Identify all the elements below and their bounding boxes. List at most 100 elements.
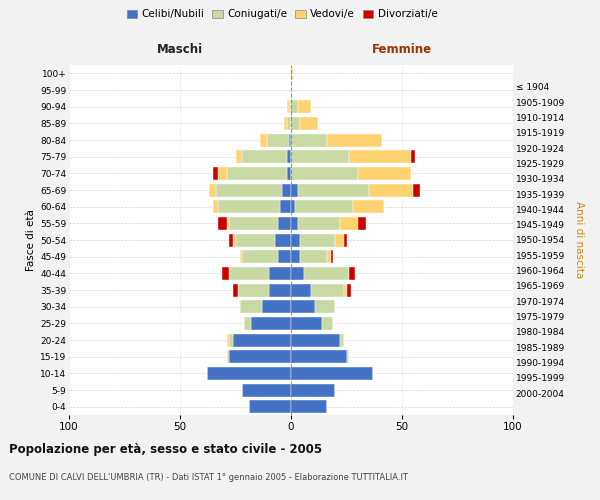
Bar — [291, 184, 298, 196]
Bar — [291, 284, 311, 296]
Bar — [233, 234, 235, 246]
Bar — [218, 200, 280, 213]
Bar — [278, 217, 291, 230]
Legend: Celibi/Nubili, Coniugati/e, Vedovi/e, Divorziati/e: Celibi/Nubili, Coniugati/e, Vedovi/e, Di… — [122, 5, 442, 24]
Bar — [229, 350, 291, 363]
Bar — [344, 284, 347, 296]
Bar — [240, 300, 262, 313]
Bar — [331, 250, 333, 263]
Bar — [291, 100, 298, 113]
Bar — [229, 217, 278, 230]
Bar — [215, 184, 282, 196]
Bar — [291, 117, 300, 130]
Bar — [300, 234, 335, 246]
Bar — [298, 100, 311, 113]
Bar — [368, 184, 413, 196]
Bar — [242, 384, 291, 396]
Bar — [291, 367, 373, 380]
Bar — [353, 200, 384, 213]
Bar — [291, 384, 335, 396]
Bar — [291, 400, 326, 413]
Bar — [340, 334, 344, 346]
Bar — [229, 267, 269, 280]
Bar — [291, 300, 316, 313]
Bar — [287, 117, 291, 130]
Bar — [249, 400, 291, 413]
Bar — [229, 234, 233, 246]
Bar — [266, 134, 289, 146]
Bar — [411, 150, 415, 163]
Bar — [289, 134, 291, 146]
Bar — [227, 217, 229, 230]
Bar — [227, 167, 287, 180]
Bar — [209, 184, 215, 196]
Bar — [227, 350, 229, 363]
Bar — [214, 200, 218, 213]
Bar — [322, 317, 333, 330]
Bar — [291, 350, 347, 363]
Bar — [280, 200, 291, 213]
Bar — [291, 200, 295, 213]
Bar — [347, 350, 349, 363]
Bar — [335, 234, 344, 246]
Bar — [300, 117, 317, 130]
Bar — [291, 167, 358, 180]
Bar — [282, 184, 291, 196]
Text: COMUNE DI CALVI DELL'UMBRIA (TR) - Dati ISTAT 1° gennaio 2005 - Elaborazione TUT: COMUNE DI CALVI DELL'UMBRIA (TR) - Dati … — [9, 472, 408, 482]
Bar — [238, 284, 269, 296]
Bar — [287, 167, 291, 180]
Bar — [291, 267, 304, 280]
Bar — [233, 284, 238, 296]
Bar — [242, 150, 287, 163]
Bar — [244, 317, 251, 330]
Bar — [262, 300, 291, 313]
Bar — [300, 250, 326, 263]
Text: Femmine: Femmine — [372, 43, 432, 56]
Bar — [291, 217, 298, 230]
Bar — [206, 367, 291, 380]
Bar — [304, 267, 349, 280]
Bar — [295, 200, 353, 213]
Bar — [316, 300, 335, 313]
Bar — [298, 184, 369, 196]
Bar — [291, 67, 293, 80]
Bar — [291, 317, 322, 330]
Bar — [291, 334, 340, 346]
Bar — [287, 150, 291, 163]
Bar — [287, 100, 289, 113]
Bar — [340, 217, 358, 230]
Bar — [242, 250, 278, 263]
Bar — [269, 267, 291, 280]
Bar — [358, 217, 367, 230]
Bar — [278, 250, 291, 263]
Bar — [326, 134, 382, 146]
Bar — [349, 150, 411, 163]
Bar — [358, 167, 411, 180]
Bar — [347, 284, 351, 296]
Bar — [269, 284, 291, 296]
Bar — [222, 267, 229, 280]
Bar — [235, 234, 275, 246]
Bar — [240, 250, 242, 263]
Bar — [413, 184, 420, 196]
Bar — [291, 250, 300, 263]
Bar — [275, 234, 291, 246]
Bar — [251, 317, 291, 330]
Bar — [291, 234, 300, 246]
Y-axis label: Fasce di età: Fasce di età — [26, 209, 36, 271]
Bar — [311, 284, 344, 296]
Bar — [326, 250, 331, 263]
Bar — [344, 234, 347, 246]
Bar — [289, 100, 291, 113]
Bar — [298, 217, 340, 230]
Bar — [260, 134, 266, 146]
Bar — [233, 334, 291, 346]
Bar — [227, 334, 229, 346]
Bar — [229, 334, 233, 346]
Text: Maschi: Maschi — [157, 43, 203, 56]
Bar — [218, 167, 227, 180]
Y-axis label: Anni di nascita: Anni di nascita — [574, 202, 584, 278]
Bar — [284, 117, 287, 130]
Bar — [218, 217, 227, 230]
Bar — [214, 167, 218, 180]
